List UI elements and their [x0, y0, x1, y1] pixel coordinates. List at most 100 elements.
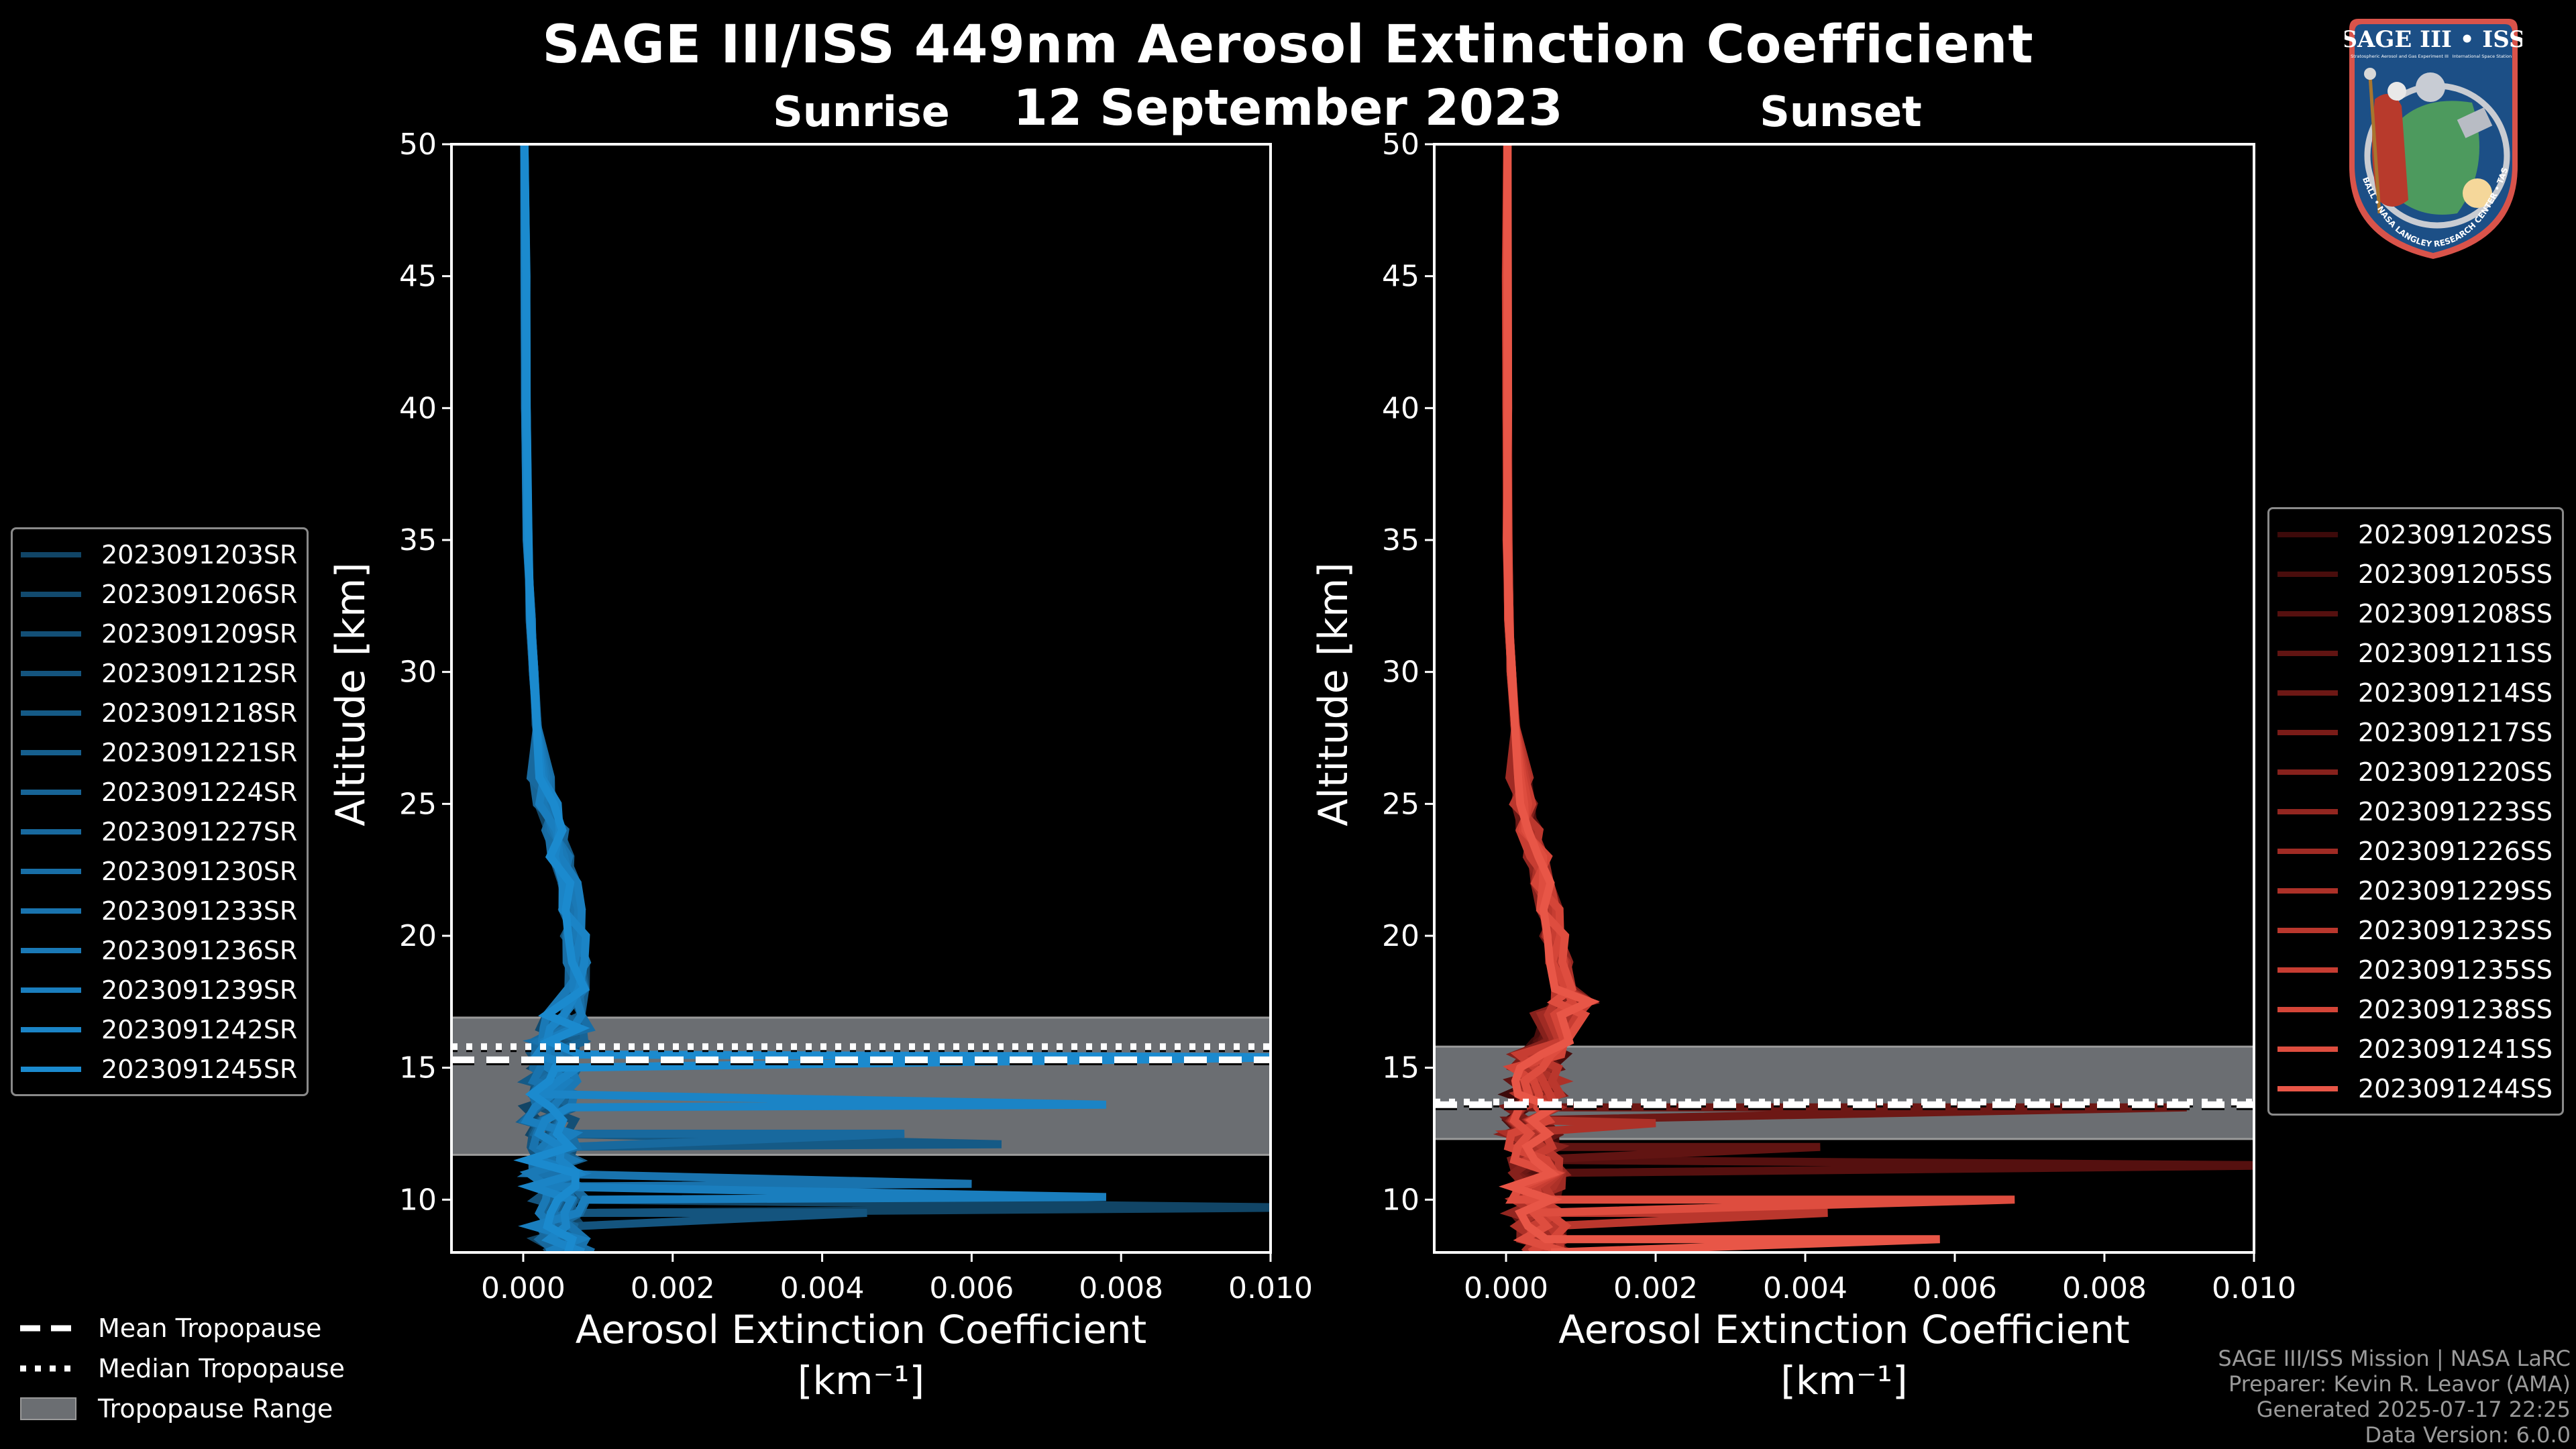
legend-item: 2023091239SR	[21, 970, 297, 1010]
legend-item: 2023091209SR	[21, 614, 297, 653]
legend-label: Tropopause Range	[98, 1394, 333, 1424]
legend-line-swatch-icon	[2277, 1006, 2338, 1012]
legend-label: 2023091211SS	[2358, 638, 2553, 668]
legend-line-swatch-icon	[21, 868, 81, 874]
legend-line-swatch-icon	[21, 1066, 81, 1072]
credit-preparer: Preparer: Kevin R. Leavor (AMA)	[2228, 1371, 2571, 1397]
sunrise-panel: 10 15 20 25 30 35 40 45 50 0.000 0.002 0.004 0.006 0.…	[327, 127, 1313, 1403]
legend-label: 2023091218SR	[101, 698, 298, 728]
x-tick-label: 0.002	[631, 1271, 715, 1305]
legend-line-swatch-icon	[21, 908, 81, 914]
x-tick-label: 0.010	[2212, 1271, 2296, 1305]
y-tick-label: 15	[1382, 1051, 1419, 1085]
x-tick-label: 0.008	[1079, 1271, 1163, 1305]
x-axis-label: Aerosol Extinction Coefficient	[576, 1307, 1147, 1352]
dotted-line-icon	[20, 1355, 76, 1382]
legend-line-swatch-icon	[2277, 650, 2338, 656]
legend-item: 2023091235SS	[2277, 950, 2553, 989]
legend-item: 2023091227SR	[21, 812, 297, 851]
y-tick-label: 15	[399, 1051, 437, 1085]
sunset-legend: 2023091202SS 2023091205SS 2023091208SS 2023…	[2267, 507, 2565, 1116]
legend-label: 2023091209SR	[101, 619, 298, 649]
x-tick-label: 0.000	[481, 1271, 566, 1305]
legend-label: 2023091244SS	[2358, 1073, 2553, 1104]
logo-subtitle-left: Stratospheric Aerosol and Gas Experiment…	[2351, 54, 2449, 59]
sunrise-panel-title: Sunrise	[773, 87, 950, 136]
legend-line-swatch-icon	[21, 710, 81, 716]
y-tick-label: 50	[1382, 127, 1419, 162]
legend-item-median-tropopause: Median Tropopause	[20, 1348, 345, 1389]
legend-line-swatch-icon	[21, 670, 81, 676]
legend-label: 2023091238SS	[2358, 994, 2553, 1024]
legend-label: 2023091217SS	[2358, 717, 2553, 747]
plot-frame	[1433, 143, 2255, 1254]
y-tick-label: 25	[399, 787, 437, 821]
sunrise-legend: 2023091203SR 2023091206SR 2023091209SR 2023…	[11, 527, 309, 1096]
legend-line-swatch-icon	[21, 551, 81, 557]
legend-item: 2023091208SS	[2277, 594, 2553, 633]
legend-item: 2023091205SS	[2277, 554, 2553, 594]
legend-item: 2023091223SS	[2277, 792, 2553, 831]
legend-label: 2023091233SR	[101, 896, 298, 926]
credit-mission: SAGE III/ISS Mission | NASA LaRC	[2218, 1346, 2571, 1371]
legend-line-swatch-icon	[2277, 769, 2338, 775]
legend-item: 2023091245SR	[21, 1049, 297, 1089]
y-tick-label: 30	[399, 655, 437, 690]
legend-item: 2023091203SR	[21, 535, 297, 574]
legend-line-swatch-icon	[21, 828, 81, 835]
legend-item: 2023091233SR	[21, 891, 297, 930]
y-tick-label: 10	[399, 1183, 437, 1217]
x-tick-label: 0.008	[2062, 1271, 2147, 1305]
legend-label: 2023091241SS	[2358, 1034, 2553, 1064]
x-tick-label: 0.000	[1464, 1271, 1548, 1305]
y-tick-label: 30	[1382, 655, 1419, 690]
y-tick-label: 20	[399, 919, 437, 953]
credit-data-version: Data Version: 6.0.0	[2365, 1422, 2571, 1448]
legend-line-swatch-icon	[21, 591, 81, 597]
legend-label: 2023091214SS	[2358, 678, 2553, 708]
legend-line-swatch-icon	[2277, 729, 2338, 735]
legend-label: 2023091236SR	[101, 935, 298, 965]
legend-item: 2023091218SR	[21, 693, 297, 733]
y-tick-label: 20	[1382, 919, 1419, 953]
legend-label: 2023091226SS	[2358, 836, 2553, 866]
legend-item-mean-tropopause: Mean Tropopause	[20, 1308, 345, 1348]
y-axis-label: Altitude [km]	[1310, 562, 1357, 826]
x-tick-label: 0.006	[1913, 1271, 1997, 1305]
legend-line-swatch-icon	[21, 987, 81, 993]
legend-line-swatch-icon	[2277, 967, 2338, 973]
legend-line-swatch-icon	[2277, 888, 2338, 894]
legend-line-swatch-icon	[2277, 610, 2338, 616]
credits: SAGE III/ISS Mission | NASA LaRC Prepare…	[2218, 1346, 2571, 1448]
legend-label: 2023091221SR	[101, 737, 298, 767]
legend-line-swatch-icon	[21, 947, 81, 953]
legend-item: 2023091202SS	[2277, 515, 2553, 554]
sunset-panel: 10 15 20 25 30 35 40 45 50 0.000 0.002 0.004 0.006 0.…	[1310, 127, 2296, 1403]
legend-item: 2023091230SR	[21, 851, 297, 891]
plot-frame	[450, 143, 1272, 1254]
y-tick-label: 40	[399, 391, 437, 425]
chart-title: SAGE III/ISS 449nm Aerosol Extinction Co…	[542, 15, 2034, 75]
legend-line-swatch-icon	[2277, 848, 2338, 854]
legend-item: 2023091229SS	[2277, 871, 2553, 910]
y-tick-label: 35	[399, 523, 437, 557]
sunrise-plot-area	[451, 144, 1271, 1252]
legend-line-swatch-icon	[2277, 531, 2338, 537]
x-axis-units: [km⁻¹]	[1780, 1358, 1907, 1403]
legend-line-swatch-icon	[21, 749, 81, 755]
legend-item: 2023091242SR	[21, 1010, 297, 1049]
y-tick-label: 10	[1382, 1183, 1419, 1217]
tropopause-legend: Mean Tropopause Median Tropopause Tropop…	[20, 1308, 345, 1429]
legend-item: 2023091226SS	[2277, 831, 2553, 871]
y-axis-label: Altitude [km]	[327, 562, 374, 826]
legend-label: 2023091242SR	[101, 1014, 298, 1044]
legend-label: 2023091245SR	[101, 1054, 298, 1084]
legend-label: 2023091224SR	[101, 777, 298, 807]
legend-line-swatch-icon	[2277, 1046, 2338, 1052]
legend-line-swatch-icon	[2277, 1085, 2338, 1091]
chart-date-subtitle: 12 September 2023	[1013, 79, 1563, 137]
legend-item: 2023091214SS	[2277, 673, 2553, 712]
legend-label: Mean Tropopause	[98, 1313, 322, 1343]
legend-line-swatch-icon	[21, 631, 81, 637]
legend-item: 2023091238SS	[2277, 989, 2553, 1029]
